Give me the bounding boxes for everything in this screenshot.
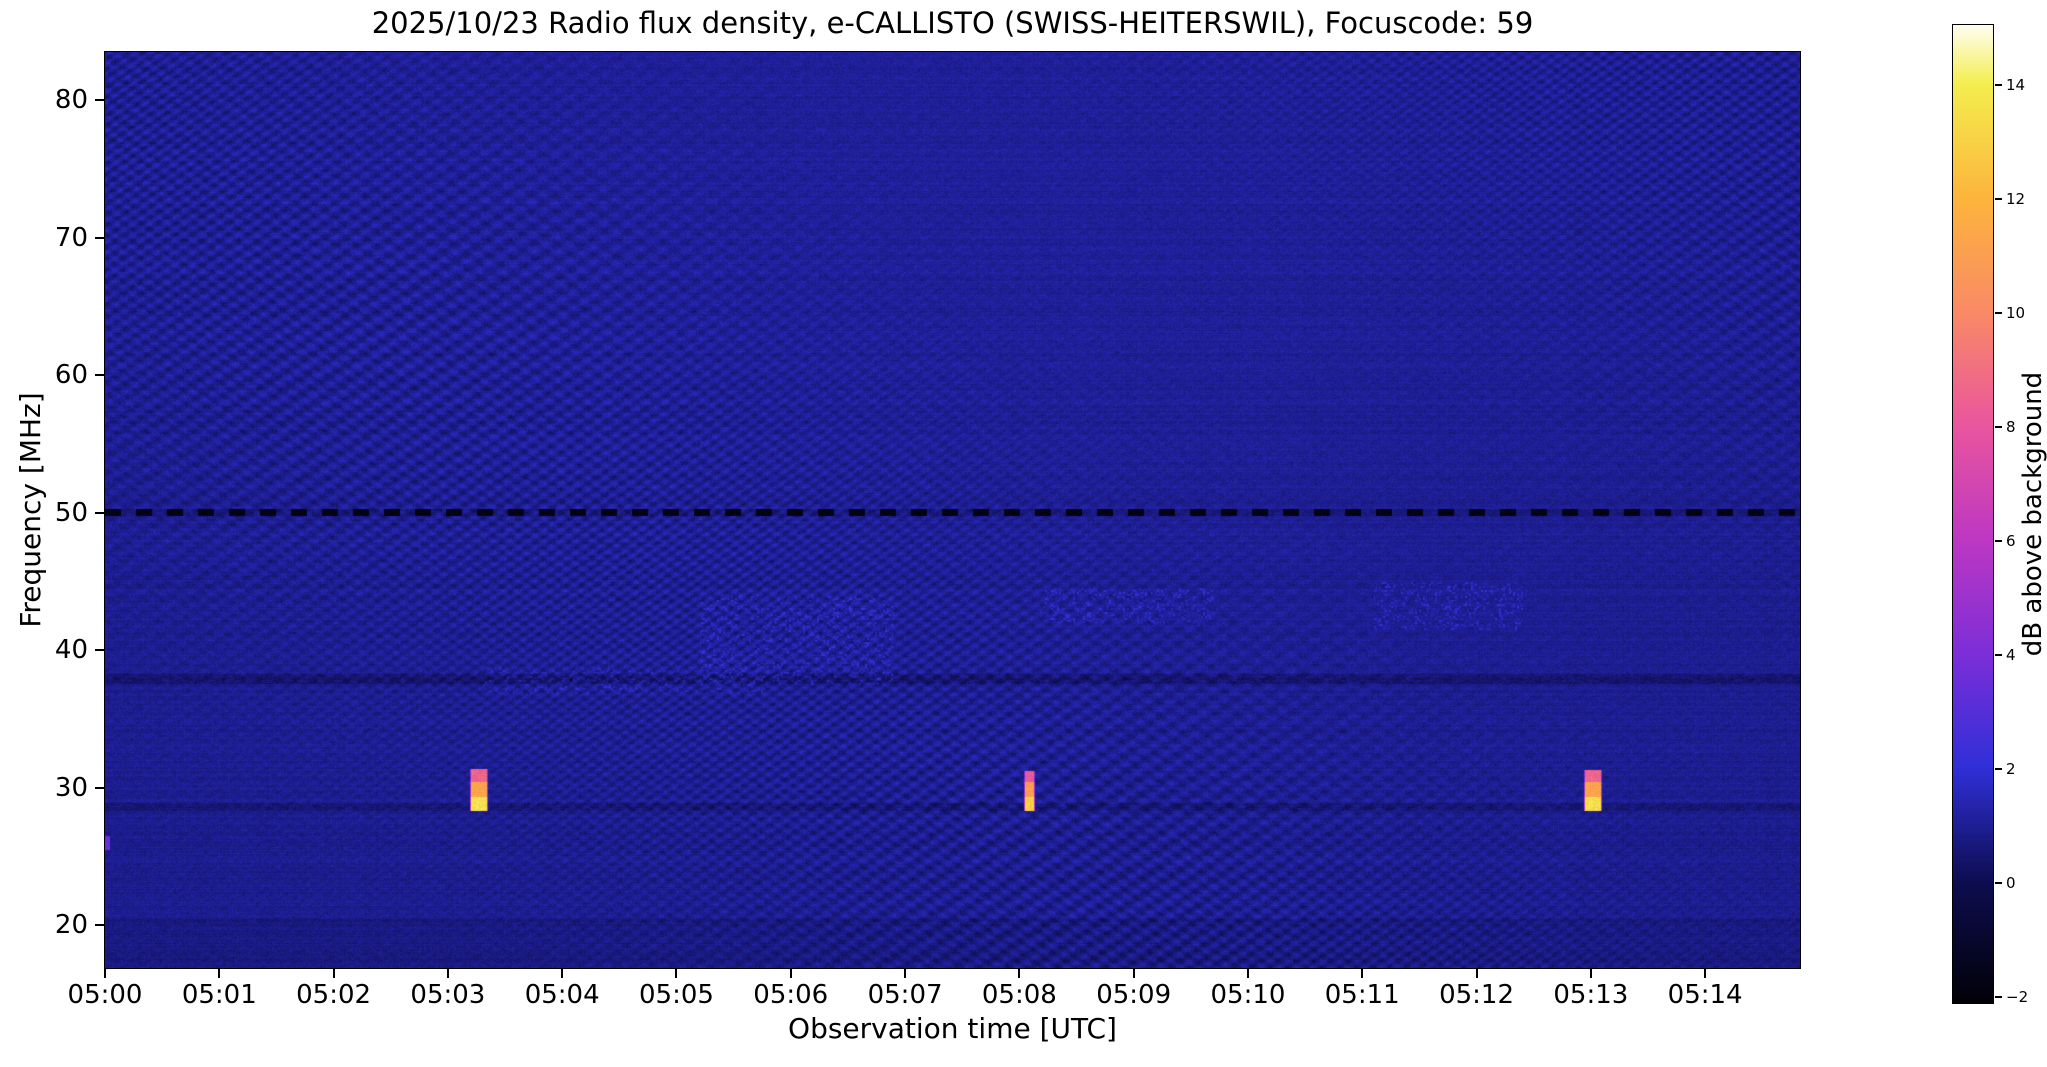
colorbar-tick-label: 0 (2006, 874, 2016, 893)
x-tick-label: 05:07 (867, 980, 943, 1010)
x-tick-mark (218, 968, 221, 978)
x-tick-mark (1704, 968, 1707, 978)
y-tick-label: 70 (54, 222, 88, 253)
y-tick-mark (95, 649, 105, 652)
x-tick-mark (1018, 968, 1021, 978)
colorbar-tick-label: 4 (2006, 646, 2016, 665)
chart-title: 2025/10/23 Radio flux density, e-CALLIST… (371, 6, 1534, 40)
colorbar-tick-mark (1995, 768, 2002, 771)
colorbar-tick-label: −2 (2006, 988, 2029, 1007)
y-tick-label: 80 (54, 85, 88, 116)
x-tick-mark (904, 968, 907, 978)
x-tick-label: 05:08 (981, 980, 1057, 1010)
x-tick-label: 05:05 (639, 980, 714, 1010)
colorbar-tick-mark (1995, 654, 2002, 657)
x-tick-mark (675, 968, 678, 978)
x-tick-label: 05:03 (410, 980, 486, 1010)
y-tick-label: 60 (54, 360, 88, 391)
colorbar-tick-mark (1995, 197, 2002, 200)
colorbar-tick-mark (1995, 311, 2002, 314)
x-tick-label: 05:10 (1210, 980, 1286, 1010)
x-tick-mark (789, 968, 792, 978)
x-tick-label: 05:09 (1096, 980, 1172, 1010)
x-tick-label: 05:02 (296, 980, 372, 1010)
colorbar-tick-label: 8 (2006, 418, 2016, 437)
colorbar-tick-label: 12 (2006, 189, 2026, 208)
x-tick-mark (561, 968, 564, 978)
y-tick-label: 20 (54, 910, 88, 941)
x-tick-mark (1132, 968, 1135, 978)
x-tick-mark (1246, 968, 1249, 978)
x-tick-label: 05:00 (67, 980, 143, 1010)
y-tick-mark (95, 236, 105, 239)
y-tick-mark (95, 924, 105, 927)
x-tick-mark (1475, 968, 1478, 978)
y-tick-label: 40 (54, 635, 88, 666)
x-tick-mark (104, 968, 106, 978)
colorbar-label: dB above background (2018, 371, 2047, 657)
colorbar-tick-mark (1995, 83, 2002, 86)
colorbar-tick-mark (1995, 540, 2002, 543)
colorbar-tick-label: 10 (2006, 303, 2026, 322)
x-tick-mark (1589, 968, 1592, 978)
y-tick-mark (95, 99, 105, 102)
x-tick-mark (446, 968, 449, 978)
colorbar-tick-mark (1995, 996, 2002, 999)
colorbar (1952, 24, 1994, 1004)
x-tick-mark (1361, 968, 1364, 978)
colorbar-tick-label: 2 (2006, 760, 2016, 779)
x-tick-label: 05:04 (524, 980, 600, 1010)
colorbar-tick-label: 14 (2006, 75, 2026, 94)
y-tick-mark (95, 374, 105, 377)
colorbar-tick-mark (1995, 882, 2002, 885)
colorbar-tick-label: 6 (2006, 532, 2016, 551)
y-tick-mark (95, 786, 105, 789)
x-tick-mark (332, 968, 335, 978)
y-tick-label: 30 (54, 772, 88, 803)
spectrogram-heatmap (104, 51, 1801, 969)
x-tick-label: 05:14 (1667, 980, 1743, 1010)
y-tick-mark (95, 511, 105, 514)
x-tick-label: 05:12 (1439, 980, 1514, 1010)
x-tick-label: 05:11 (1324, 980, 1400, 1010)
x-tick-label: 05:06 (753, 980, 829, 1010)
x-tick-label: 05:01 (181, 980, 257, 1010)
x-tick-label: 05:13 (1553, 980, 1629, 1010)
colorbar-tick-mark (1995, 426, 2002, 429)
x-axis-label: Observation time [UTC] (788, 1012, 1117, 1045)
y-tick-label: 50 (54, 497, 88, 528)
